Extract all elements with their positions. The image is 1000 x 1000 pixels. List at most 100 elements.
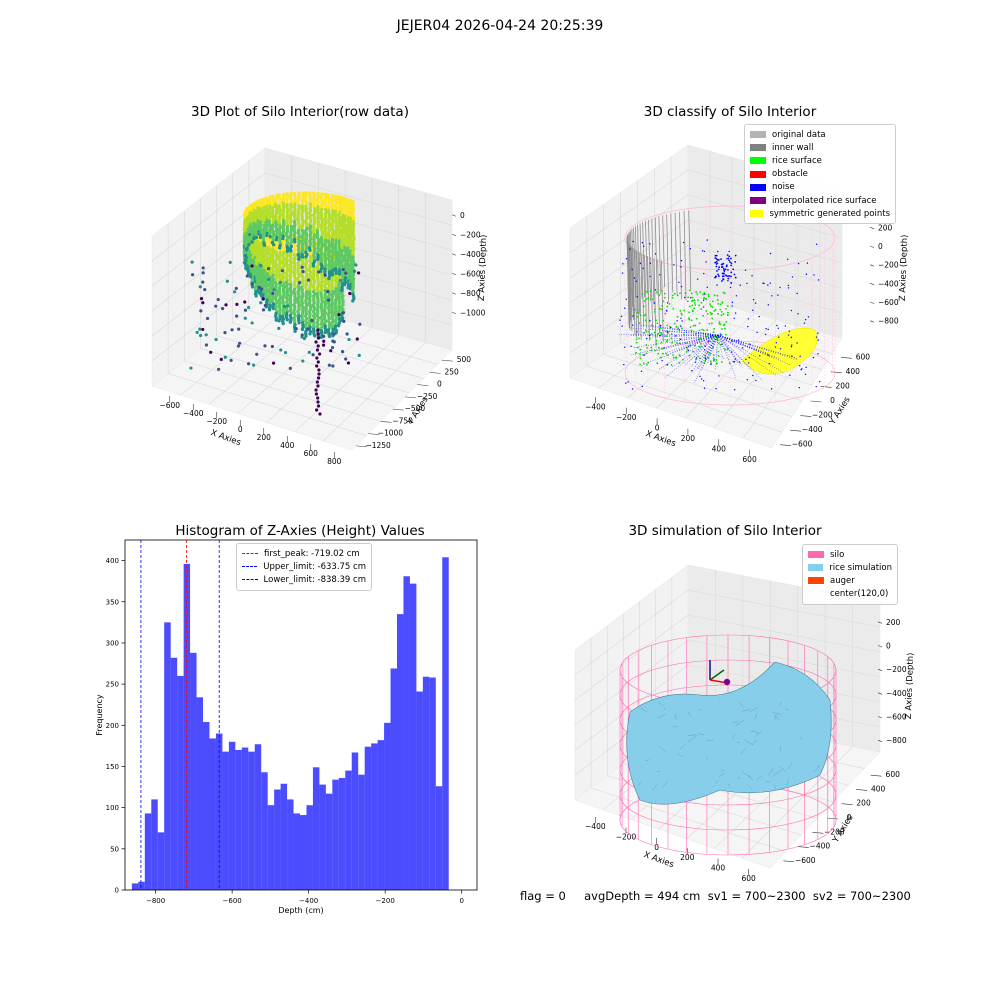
raw-y-tick-label: −1000 — [378, 429, 404, 438]
legend-label: rice simulation — [829, 562, 892, 573]
raw-data-point — [285, 317, 289, 322]
sim-x-tick-label: 0 — [654, 843, 659, 852]
legend-label: center(120,0) — [830, 589, 889, 600]
raw-data-point — [319, 335, 323, 340]
raw-data-point — [274, 318, 279, 322]
raw-x-tick-label: 0 — [238, 425, 243, 434]
simulation-3d-axes: −400−20002004006006004002000−200−400−600… — [574, 564, 916, 883]
sim-y-tick-label: 600 — [886, 770, 901, 779]
sim-y-tick — [870, 774, 882, 777]
raw-data-point — [259, 294, 264, 298]
raw-z-tick — [451, 272, 457, 276]
legend-swatch — [808, 551, 824, 559]
raw-z-tick-label: −200 — [460, 230, 481, 239]
raw-z-tick-label: −600 — [460, 269, 481, 278]
raw-y-tick — [392, 408, 404, 411]
sim-z-axis-label: Z Axies (Depth) — [904, 652, 916, 719]
raw-z-tick-label: −400 — [460, 250, 481, 259]
sim-z-tick-label: −200 — [886, 665, 907, 674]
simulation-legend: silo rice simulation auger center(120,0) — [802, 544, 898, 605]
raw-y-tick-label: −250 — [417, 392, 438, 401]
raw-grid-line — [216, 335, 410, 394]
sim-x-tick-label: 400 — [711, 864, 726, 873]
legend-label: auger — [830, 575, 855, 586]
sim-z-tick-label: 0 — [886, 642, 891, 651]
raw-y-tick — [429, 372, 441, 374]
raw-z-tick — [451, 311, 457, 315]
raw-z-tick-label: −1000 — [460, 308, 486, 317]
raw-y-tick-label: 0 — [437, 380, 442, 389]
legend-swatch — [808, 590, 824, 598]
legend-label: silo — [830, 549, 845, 560]
raw-data-point — [293, 329, 297, 333]
auger-marker — [723, 678, 731, 686]
raw-x-tick-label: 800 — [327, 457, 342, 466]
raw-y-tick — [368, 433, 380, 435]
simulation-legend-entry: auger — [808, 574, 892, 587]
raw-data-point — [257, 290, 261, 295]
raw-y-tick-label: −500 — [405, 404, 426, 413]
raw-grid-line — [184, 360, 381, 422]
sim-x-tick-label: 200 — [680, 853, 695, 862]
sim-y-tick-label: −600 — [795, 856, 816, 865]
raw-grid-line — [208, 312, 319, 405]
raw-data-point — [248, 275, 253, 279]
sim-y-tick — [856, 789, 868, 791]
raw-data-point — [254, 294, 258, 298]
raw-z-tick — [451, 214, 457, 217]
sim-y-tick — [783, 860, 795, 863]
sim-x-axis-label: X Axies — [642, 850, 675, 870]
raw-data-point — [277, 319, 281, 323]
raw-y-tick-label: 250 — [444, 367, 459, 376]
sim-y-tick-label: 400 — [871, 784, 886, 793]
raw-x-tick-label: −400 — [183, 409, 204, 418]
raw-data-point — [271, 306, 275, 311]
sim-x-tick-label: 600 — [742, 874, 757, 883]
raw-y-tick — [405, 396, 417, 399]
raw-y-tick — [441, 359, 453, 362]
figure-title: JEJER04 2026-04-24 20:25:39 — [396, 18, 604, 34]
sim-z-tick-label: 200 — [886, 618, 901, 627]
raw-z-tick-label: 0 — [460, 211, 465, 220]
raw-y-tick-label: 500 — [457, 355, 472, 364]
simulation-legend-entry: silo — [808, 548, 892, 561]
legend-swatch — [808, 577, 824, 585]
raw-data-point — [267, 308, 272, 312]
raw-z-tick — [451, 292, 457, 295]
raw-z-axis-label: Z Axies (Depth) — [477, 234, 489, 301]
status-line: flag = 0 avgDepth = 494 cm sv1 = 700~230… — [520, 889, 911, 903]
sim-z-tick-label: −800 — [886, 736, 907, 745]
simulation-legend-entry: rice simulation — [808, 561, 892, 574]
raw-data-point — [312, 334, 317, 338]
sim-y-tick — [841, 803, 853, 806]
raw-grid-line — [264, 172, 453, 226]
legend-swatch — [808, 564, 824, 572]
raw-x-tick-label: 600 — [304, 449, 319, 458]
raw-x-tick-label: 200 — [257, 433, 272, 442]
raw-data-point — [250, 285, 255, 289]
raw-y-tick-label: −750 — [392, 416, 413, 425]
raw-grid-line — [264, 197, 453, 251]
raw-y-tick — [356, 445, 368, 448]
raw-y-tick-label: −1250 — [365, 441, 391, 450]
sim-y-tick-label: 200 — [856, 799, 871, 808]
raw-grid-line — [294, 334, 399, 432]
raw-grid-line — [168, 373, 367, 437]
raw-grid-line — [151, 172, 266, 262]
raw-grid-line — [151, 272, 266, 362]
raw-x-tick-label: −200 — [206, 417, 227, 426]
raw-plot-title: 3D Plot of Silo Interior(row data) — [191, 104, 409, 120]
raw-grid-line — [264, 222, 453, 276]
raw-grid-line — [200, 347, 395, 408]
raw-data-point — [308, 332, 312, 336]
raw-y-tick — [380, 421, 392, 423]
sim-x-tick-label: −400 — [585, 822, 606, 831]
raw-x-tick-label: −600 — [159, 401, 180, 410]
simulation-legend-entry: center(120,0) — [808, 588, 892, 601]
raw-grid-line — [237, 320, 346, 414]
raw-z-tick — [451, 253, 457, 256]
raw-x-tick-label: 400 — [280, 441, 295, 450]
raw-grid-line — [232, 322, 424, 379]
